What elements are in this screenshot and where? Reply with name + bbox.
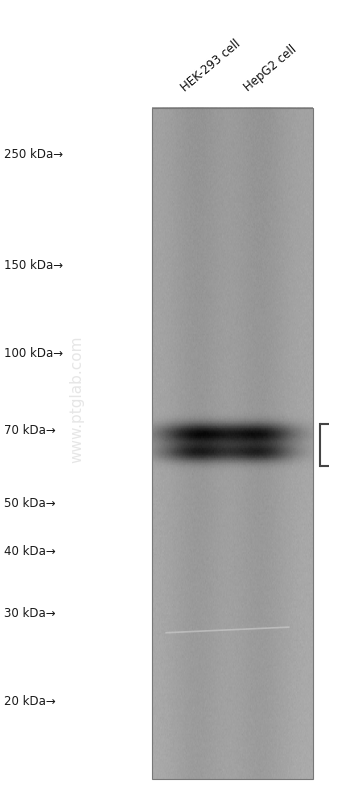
Text: 30 kDa→: 30 kDa→ [4, 607, 55, 620]
Text: HepG2 cell: HepG2 cell [242, 43, 300, 94]
Text: 20 kDa→: 20 kDa→ [4, 695, 55, 708]
Text: 50 kDa→: 50 kDa→ [4, 497, 55, 510]
Text: HEK-293 cell: HEK-293 cell [179, 38, 244, 94]
Bar [152, 108, 313, 779]
Text: 40 kDa→: 40 kDa→ [4, 545, 55, 558]
Text: 250 kDa→: 250 kDa→ [4, 148, 63, 161]
Text: 70 kDa→: 70 kDa→ [4, 423, 55, 437]
Text: 150 kDa→: 150 kDa→ [4, 259, 63, 272]
Text: 100 kDa→: 100 kDa→ [4, 347, 63, 360]
Text: www.ptglab.com: www.ptglab.com [70, 336, 84, 463]
